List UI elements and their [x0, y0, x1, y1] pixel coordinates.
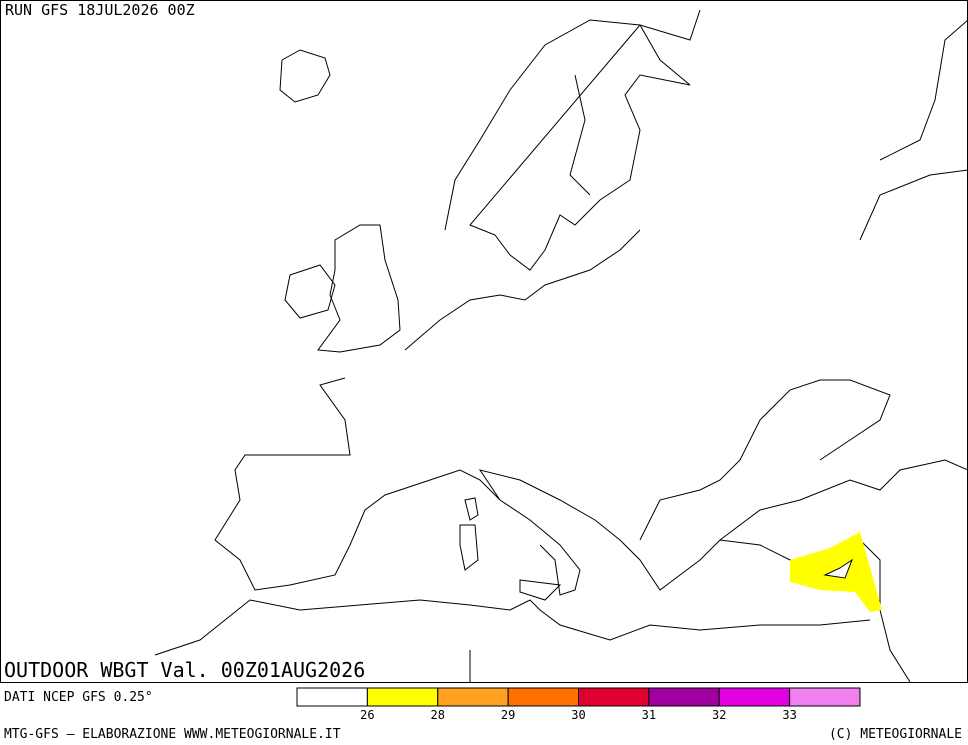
legend-swatch — [296, 687, 368, 707]
footer-left: MTG-GFS – ELABORAZIONE WWW.METEOGIORNALE… — [4, 727, 341, 742]
legend-swatch — [648, 687, 720, 707]
source-label: DATI NCEP GFS 0.25° — [4, 690, 153, 705]
legend-swatch — [437, 687, 509, 707]
iceland — [279, 49, 331, 103]
footer-right: (C) METEOGIORNALE — [829, 727, 962, 742]
run-label: RUN GFS 18JUL2026 00Z — [5, 1, 195, 19]
legend-tick-label: 29 — [501, 708, 515, 722]
legend-swatch — [507, 687, 579, 707]
coastlines — [154, 9, 968, 683]
islands — [459, 497, 562, 601]
legend-swatch — [789, 687, 861, 707]
map-title: OUTDOOR WBGT Val. 00Z01AUG2026 — [4, 658, 365, 682]
legend-tick-label: 31 — [642, 708, 656, 722]
legend-tick-label: 32 — [712, 708, 726, 722]
britain — [317, 224, 401, 353]
legend-swatch — [366, 687, 439, 707]
east-coast — [859, 19, 968, 241]
continent-coast — [214, 229, 968, 683]
ireland — [284, 264, 336, 319]
africa-coast — [154, 599, 871, 683]
legend-tick-label: 28 — [431, 708, 445, 722]
legend-swatch — [578, 687, 650, 707]
legend-swatch — [718, 687, 791, 707]
scandinavia — [444, 9, 701, 271]
legend-tick-label: 33 — [782, 708, 796, 722]
legend-tick-label: 30 — [571, 708, 585, 722]
cyprus — [823, 558, 854, 579]
legend-tick-label: 26 — [360, 708, 374, 722]
gulf-bothnia — [569, 74, 591, 196]
color-legend: 26 28 29 30 31 32 33 — [296, 687, 861, 722]
